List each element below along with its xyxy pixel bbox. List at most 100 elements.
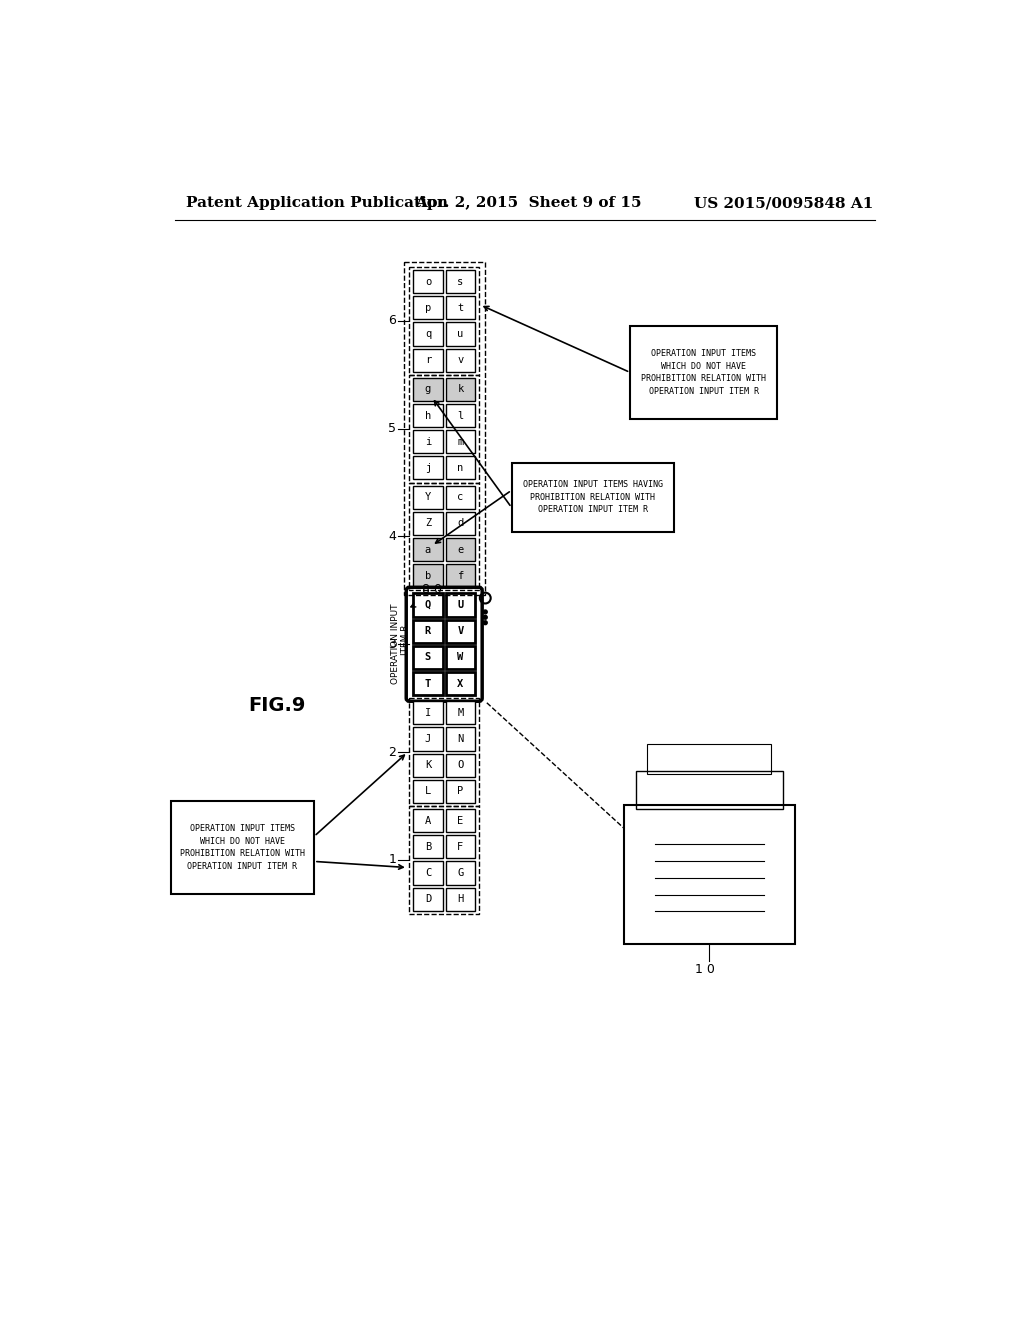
Text: N: N (458, 734, 464, 744)
Bar (414, 836, 442, 858)
Text: A: A (425, 816, 431, 825)
Bar (414, 486, 442, 508)
Text: 3: 3 (388, 638, 396, 651)
Bar (414, 378, 442, 401)
Bar (445, 457, 475, 479)
Bar (445, 378, 475, 401)
Bar (445, 809, 475, 832)
Text: D: D (425, 894, 431, 904)
Text: US 2015/0095848 A1: US 2015/0095848 A1 (693, 197, 873, 210)
Bar (445, 322, 475, 346)
Text: W: W (458, 652, 464, 663)
Text: 1 0: 1 0 (695, 964, 716, 975)
Bar (414, 862, 442, 884)
Text: OPERATION INPUT ITEMS HAVING
PROHIBITION RELATION WITH
OPERATION INPUT ITEM R: OPERATION INPUT ITEMS HAVING PROHIBITION… (523, 480, 663, 515)
Text: Y: Y (425, 492, 431, 502)
Text: Patent Application Publication: Patent Application Publication (186, 197, 449, 210)
Text: 8 0: 8 0 (423, 583, 442, 597)
Bar (414, 594, 442, 616)
Text: k: k (458, 384, 464, 395)
Text: t: t (458, 302, 464, 313)
Bar (414, 887, 442, 911)
Bar (445, 645, 475, 669)
Text: M: M (458, 708, 464, 718)
Bar (414, 404, 442, 428)
Text: 6: 6 (388, 314, 396, 327)
Bar (647, 743, 771, 775)
Bar (445, 486, 475, 508)
Text: i: i (425, 437, 431, 446)
Text: P: P (458, 787, 464, 796)
Text: d: d (458, 519, 464, 528)
Bar (445, 512, 475, 535)
Bar (445, 862, 475, 884)
Text: R: R (425, 626, 431, 636)
Bar (445, 619, 475, 643)
Bar (414, 322, 442, 346)
Text: E: E (458, 816, 464, 825)
Bar (414, 780, 442, 803)
Bar (445, 348, 475, 372)
Bar (410, 267, 479, 375)
Text: c: c (458, 492, 464, 502)
Text: a: a (425, 545, 431, 554)
Text: ITEM R: ITEM R (401, 624, 410, 655)
Bar (414, 727, 442, 751)
Text: f: f (458, 570, 464, 581)
Bar (445, 836, 475, 858)
Text: m: m (458, 437, 464, 446)
Text: r: r (425, 355, 431, 366)
Bar (414, 539, 442, 561)
Bar (414, 348, 442, 372)
Bar (630, 326, 777, 418)
Circle shape (483, 620, 487, 624)
Text: n: n (458, 463, 464, 473)
Text: OPERATION INPUT ITEMS
WHICH DO NOT HAVE
PROHIBITION RELATION WITH
OPERATION INPU: OPERATION INPUT ITEMS WHICH DO NOT HAVE … (641, 350, 766, 396)
Bar (414, 296, 442, 319)
Bar (414, 564, 442, 587)
Text: h: h (425, 411, 431, 421)
Text: 5: 5 (388, 422, 396, 436)
Text: o: o (425, 277, 431, 286)
Text: O: O (458, 760, 464, 770)
Text: X: X (458, 678, 464, 689)
Text: U: U (458, 601, 464, 610)
Bar (414, 701, 442, 725)
Bar (445, 672, 475, 696)
Circle shape (483, 610, 487, 614)
Bar (414, 271, 442, 293)
Bar (636, 771, 783, 809)
Text: Z: Z (425, 519, 431, 528)
Text: C: C (425, 869, 431, 878)
Text: FIG.9: FIG.9 (248, 696, 305, 714)
Bar (445, 727, 475, 751)
Bar (624, 805, 795, 944)
Bar (445, 539, 475, 561)
Bar (414, 430, 442, 453)
Text: Apr. 2, 2015  Sheet 9 of 15: Apr. 2, 2015 Sheet 9 of 15 (415, 197, 641, 210)
Text: OPERATION INPUT ITEMS
WHICH DO NOT HAVE
PROHIBITION RELATION WITH
OPERATION INPU: OPERATION INPUT ITEMS WHICH DO NOT HAVE … (180, 824, 305, 871)
Text: V: V (458, 626, 464, 636)
Bar (171, 801, 314, 894)
Text: q: q (425, 329, 431, 339)
Text: j: j (425, 463, 431, 473)
Bar (445, 296, 475, 319)
Bar (410, 483, 479, 590)
Text: s: s (458, 277, 464, 286)
Bar (414, 672, 442, 696)
Bar (445, 404, 475, 428)
Text: K: K (425, 760, 431, 770)
Text: B: B (425, 842, 431, 851)
Text: J: J (425, 734, 431, 744)
Text: I: I (425, 708, 431, 718)
Text: g: g (425, 384, 431, 395)
Bar (414, 619, 442, 643)
Bar (445, 594, 475, 616)
Text: F: F (458, 842, 464, 851)
Text: 2: 2 (388, 746, 396, 759)
Text: H: H (458, 894, 464, 904)
Bar (445, 564, 475, 587)
Text: Q: Q (425, 601, 431, 610)
Text: v: v (458, 355, 464, 366)
Text: u: u (458, 329, 464, 339)
